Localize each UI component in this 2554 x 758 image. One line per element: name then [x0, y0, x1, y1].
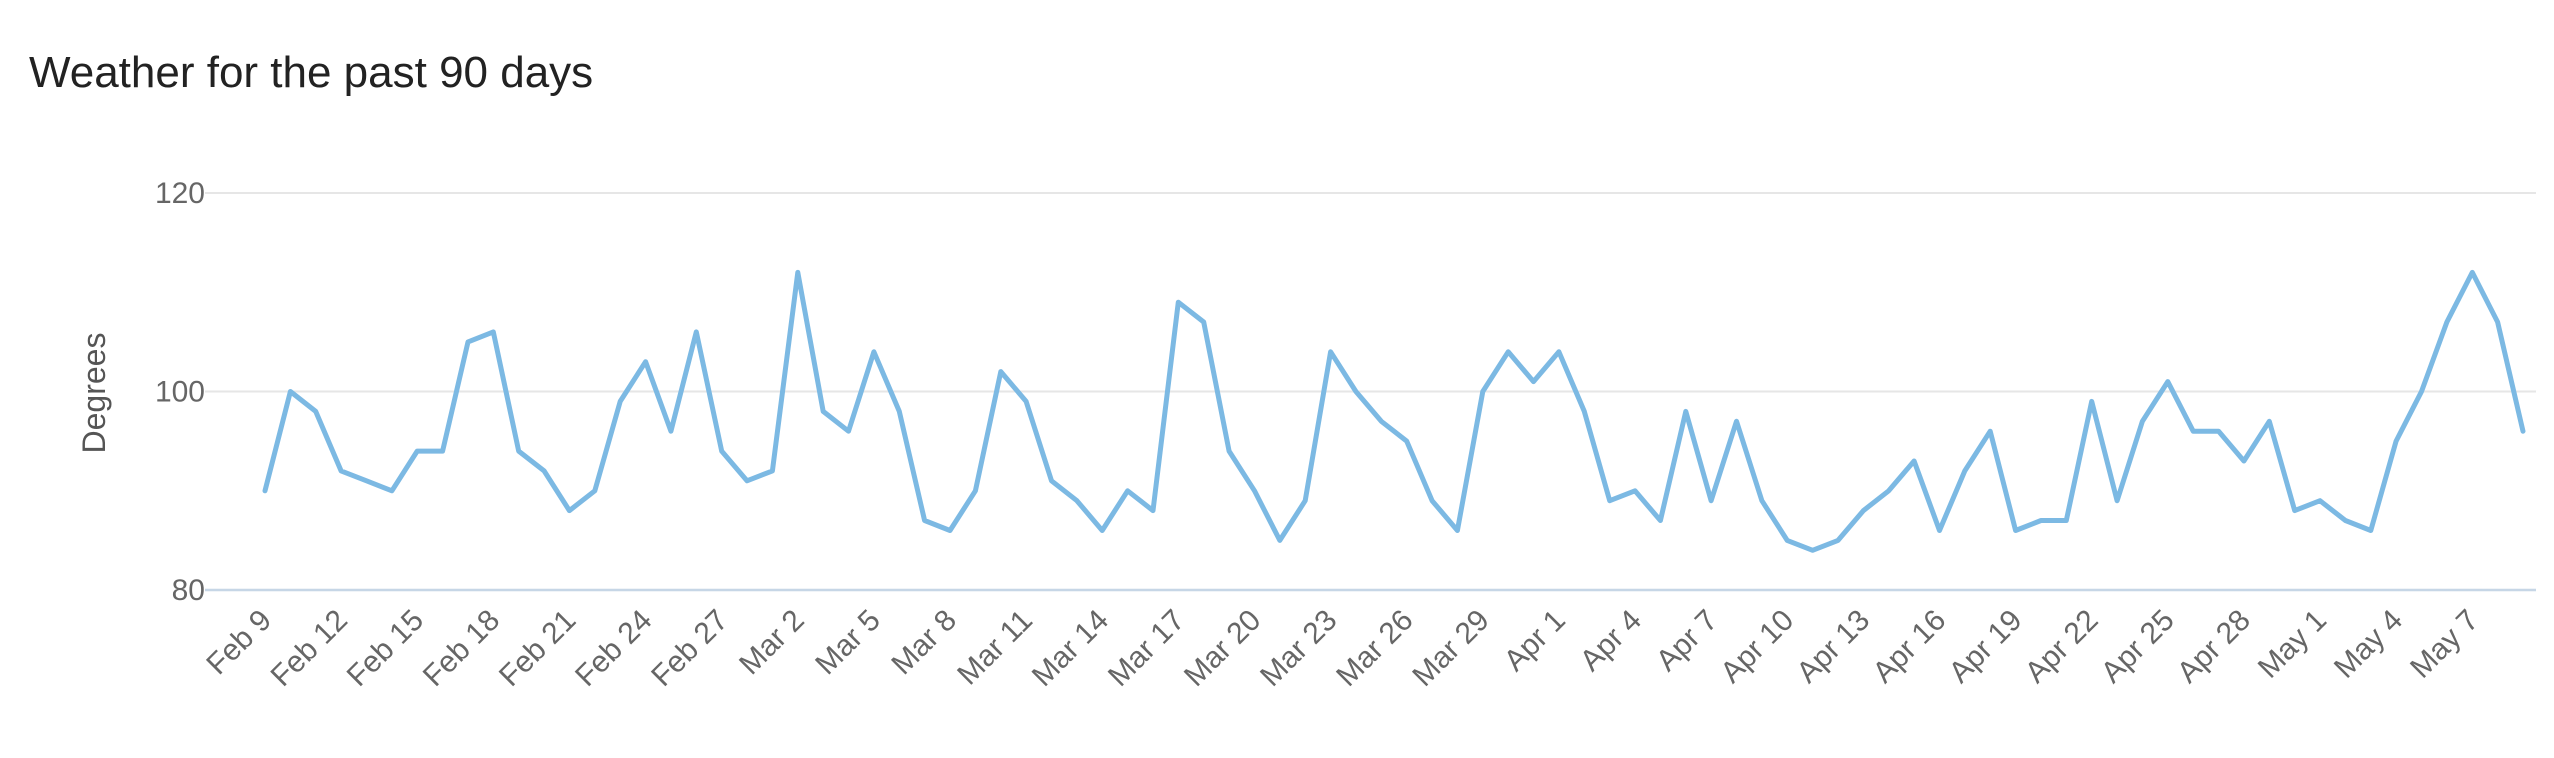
y-tick-label: 80: [172, 574, 205, 607]
x-tick-label: Apr 7: [1650, 604, 1724, 678]
x-tick-label: Mar 8: [885, 604, 963, 682]
x-tick-label: Feb 12: [265, 604, 354, 693]
x-tick-label: Apr 13: [1790, 604, 1876, 690]
x-tick-label: May 4: [2328, 604, 2409, 685]
x-tick-label: Feb 24: [569, 604, 658, 693]
x-tick-label: May 7: [2404, 604, 2485, 685]
x-tick-label: Mar 20: [1178, 604, 1267, 693]
y-axis-label: Degrees: [76, 333, 112, 454]
grid-lines: [205, 192, 2536, 592]
x-tick-label: Mar 29: [1406, 604, 1495, 693]
y-tick-label: 120: [155, 177, 205, 210]
chart-title: Weather for the past 90 days: [29, 48, 594, 97]
x-tick-label: Apr 28: [2171, 604, 2257, 690]
x-tick-label: Mar 23: [1254, 604, 1343, 693]
x-tick-label: Mar 11: [951, 604, 1039, 692]
x-tick-label: Mar 2: [733, 604, 811, 682]
x-tick-label: Apr 25: [2095, 604, 2181, 690]
x-tick-label: Apr 22: [2019, 604, 2105, 690]
x-tick-label: Mar 5: [809, 604, 887, 682]
x-tick-label: Apr 16: [1867, 604, 1953, 690]
x-tick-label: Apr 1: [1498, 604, 1572, 678]
y-axis-ticks: 80 100 120: [155, 177, 205, 607]
x-tick-label: May 1: [2252, 604, 2333, 685]
x-tick-label: Feb 15: [341, 604, 430, 693]
x-tick-label: Apr 19: [1943, 604, 2029, 690]
x-tick-label: Feb 18: [417, 604, 506, 693]
x-tick-label: Apr 10: [1714, 604, 1800, 690]
x-tick-label: Apr 4: [1574, 604, 1648, 678]
x-tick-label: Mar 14: [1026, 604, 1115, 693]
series-line: [262, 269, 2526, 553]
x-tick-label: Feb 21: [493, 604, 582, 693]
y-tick-label: 100: [155, 376, 205, 409]
x-tick-label: Mar 26: [1330, 604, 1419, 693]
x-tick-label: Mar 17: [1102, 604, 1191, 693]
x-tick-label: Feb 27: [645, 604, 734, 693]
data-points: [262, 269, 2526, 553]
